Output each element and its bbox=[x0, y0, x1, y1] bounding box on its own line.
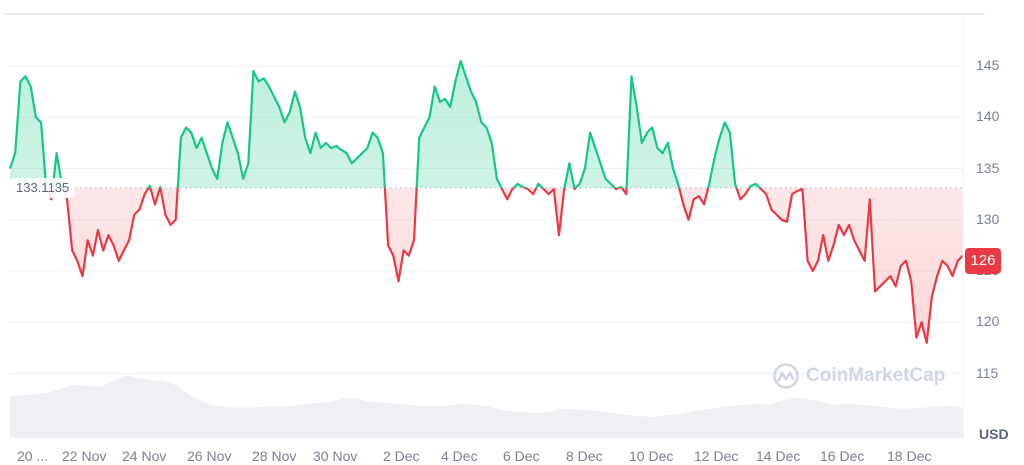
coinmarketcap-logo-icon bbox=[773, 363, 799, 389]
price-fill bbox=[10, 60, 963, 343]
y-tick-label: 135 bbox=[976, 159, 1000, 176]
x-tick-label: 24 Nov bbox=[122, 448, 167, 464]
x-tick-label: 2 Dec bbox=[383, 448, 420, 464]
x-tick-label: 4 Dec bbox=[441, 448, 478, 464]
x-tick-label: 28 Nov bbox=[252, 448, 297, 464]
x-tick-label: 18 Dec bbox=[887, 448, 932, 464]
x-tick-label: 20 ... bbox=[17, 448, 49, 464]
x-tick-label: 8 Dec bbox=[566, 448, 603, 464]
baseline-label: 133.1135 bbox=[10, 178, 76, 198]
y-tick-label: 140 bbox=[976, 108, 1000, 125]
volume-area bbox=[10, 375, 963, 438]
x-tick-label: 12 Dec bbox=[694, 448, 739, 464]
y-tick-label: 120 bbox=[976, 313, 1000, 330]
currency-label: USD bbox=[979, 426, 1009, 442]
y-tick-label: 130 bbox=[976, 210, 1000, 227]
price-line bbox=[8, 59, 964, 344]
x-tick-label: 26 Nov bbox=[187, 448, 232, 464]
x-tick-label: 6 Dec bbox=[503, 448, 540, 464]
x-tick-label: 22 Nov bbox=[62, 448, 107, 464]
current-price-badge: 126 bbox=[965, 247, 1001, 274]
y-tick-label: 115 bbox=[976, 364, 999, 381]
y-tick-label: 145 bbox=[976, 57, 1000, 73]
watermark-text: CoinMarketCap bbox=[806, 365, 946, 386]
x-tick-label: 10 Dec bbox=[629, 448, 674, 464]
x-tick-label: 30 Nov bbox=[313, 448, 358, 464]
x-tick-label: 14 Dec bbox=[756, 448, 801, 464]
x-tick-label: 16 Dec bbox=[820, 448, 865, 464]
coinmarketcap-watermark: CoinMarketCap bbox=[772, 362, 945, 390]
